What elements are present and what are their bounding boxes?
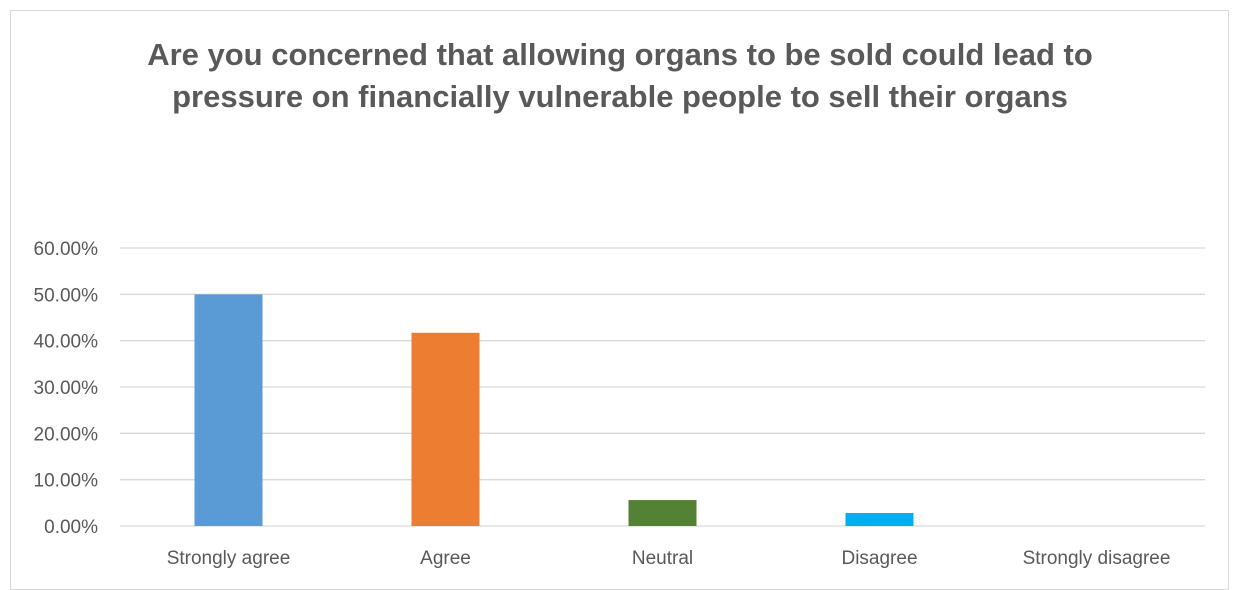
bars bbox=[194, 294, 914, 526]
bar-strongly-agree bbox=[194, 294, 263, 526]
y-tick-label: 0.00% bbox=[44, 517, 98, 538]
y-tick-label: 50.00% bbox=[34, 285, 99, 306]
chart-title: Are you concerned that allowing organs t… bbox=[147, 37, 1093, 114]
x-tick-label: Disagree bbox=[841, 548, 917, 569]
bar-neutral bbox=[628, 500, 697, 526]
gridlines bbox=[120, 247, 1205, 527]
x-tick-label: Strongly agree bbox=[167, 548, 291, 569]
x-tick-label: Strongly disagree bbox=[1023, 548, 1171, 569]
y-tick-label: 10.00% bbox=[34, 471, 99, 492]
y-axis-tick-labels: 0.00% 10.00% 20.00% 30.00% 40.00% 50.00% 60.00… bbox=[34, 239, 99, 538]
y-tick-label: 60.00% bbox=[34, 239, 99, 260]
y-tick-label: 20.00% bbox=[34, 424, 99, 445]
y-tick-label: 30.00% bbox=[34, 378, 99, 399]
x-axis-tick-labels: Strongly agree Agree Neutral Disagree Strong… bbox=[167, 548, 1171, 569]
bar-disagree bbox=[845, 513, 914, 526]
x-tick-label: Neutral bbox=[632, 548, 693, 569]
bar-agree bbox=[411, 332, 480, 526]
x-tick-label: Agree bbox=[420, 548, 471, 569]
y-tick-label: 40.00% bbox=[34, 332, 99, 353]
